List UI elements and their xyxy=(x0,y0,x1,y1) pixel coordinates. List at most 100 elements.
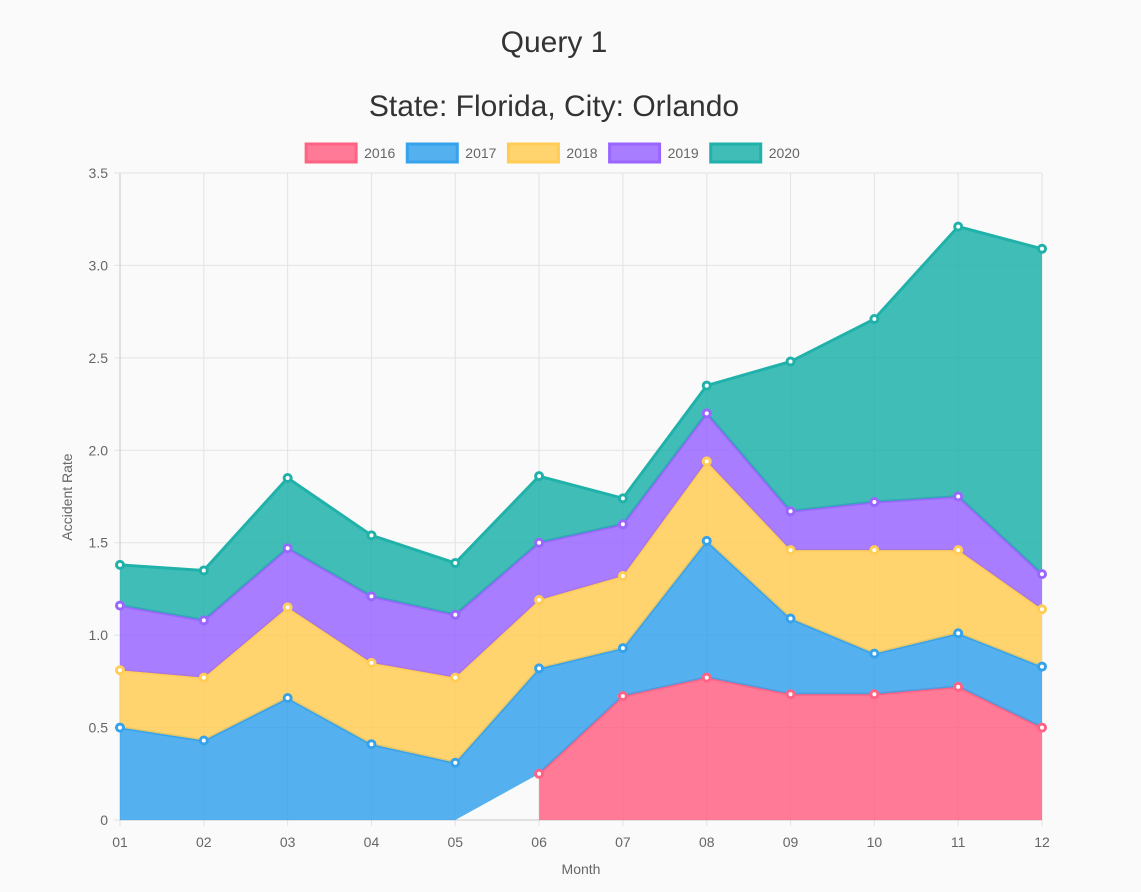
y-axis-title: Accident Rate xyxy=(59,453,75,540)
point-2019-10[interactable] xyxy=(869,497,880,508)
point-2017-02[interactable] xyxy=(198,735,209,746)
x-tick-label: 12 xyxy=(1034,834,1050,850)
point-2019-08[interactable] xyxy=(701,408,712,419)
point-2020-02[interactable] xyxy=(198,565,209,576)
point-2020-08[interactable] xyxy=(701,380,712,391)
point-2019-11[interactable] xyxy=(953,491,964,502)
x-tick-label: 06 xyxy=(531,834,547,850)
point-2017-03[interactable] xyxy=(282,692,293,703)
point-2018-09[interactable] xyxy=(785,545,796,556)
point-2020-06[interactable] xyxy=(534,471,545,482)
x-tick-label: 11 xyxy=(951,834,966,850)
legend-item-2020[interactable]: 2020 xyxy=(709,142,800,164)
legend-item-2018[interactable]: 2018 xyxy=(506,142,598,164)
point-2018-07[interactable] xyxy=(617,570,628,581)
legend-item-2019[interactable]: 2019 xyxy=(608,142,699,164)
x-tick-label: 10 xyxy=(867,834,883,850)
legend-swatch xyxy=(608,142,662,164)
y-tick-label: 3.5 xyxy=(89,165,109,181)
point-2018-02[interactable] xyxy=(198,672,209,683)
point-2019-01[interactable] xyxy=(115,600,125,611)
point-2016-12[interactable] xyxy=(1037,722,1047,733)
point-2017-12[interactable] xyxy=(1037,661,1047,672)
point-2017-08[interactable] xyxy=(701,535,712,546)
x-tick-label: 05 xyxy=(447,834,463,850)
legend-label: 2020 xyxy=(769,145,800,161)
point-2019-07[interactable] xyxy=(617,519,628,530)
points xyxy=(115,221,1047,779)
point-2020-09[interactable] xyxy=(785,356,796,367)
point-2018-08[interactable] xyxy=(701,456,712,467)
point-2017-05[interactable] xyxy=(450,757,461,768)
point-2018-01[interactable] xyxy=(115,665,125,676)
x-tick-label: 08 xyxy=(699,834,715,850)
x-tick-label: 02 xyxy=(196,834,212,850)
point-2017-01[interactable] xyxy=(115,722,125,733)
y-tick-label: 1.5 xyxy=(89,535,109,551)
y-tick-label: 0 xyxy=(100,812,108,828)
point-2017-06[interactable] xyxy=(534,663,545,674)
chart-title: Query 1 xyxy=(501,26,608,59)
point-2020-05[interactable] xyxy=(450,558,461,569)
point-2017-10[interactable] xyxy=(869,648,880,659)
point-2016-11[interactable] xyxy=(953,681,964,692)
x-axis-title: Month xyxy=(562,861,601,877)
legend-label: 2017 xyxy=(465,145,496,161)
y-tick-label: 3.0 xyxy=(89,257,109,273)
point-2019-03[interactable] xyxy=(282,543,293,554)
point-2019-04[interactable] xyxy=(366,591,377,602)
line-2020 xyxy=(119,225,1043,572)
y-tick-label: 2.5 xyxy=(89,350,109,366)
legend-swatch xyxy=(709,142,763,164)
legend-swatch xyxy=(506,142,560,164)
legend-label: 2018 xyxy=(566,145,597,161)
legend-swatch xyxy=(304,142,358,164)
point-2018-11[interactable] xyxy=(953,545,964,556)
point-2019-06[interactable] xyxy=(534,537,545,548)
x-tick-label: 07 xyxy=(615,834,631,850)
legend-item-2016[interactable]: 2016 xyxy=(304,142,395,164)
point-2019-05[interactable] xyxy=(450,609,461,620)
area-2016 xyxy=(539,677,1042,820)
area-2019 xyxy=(120,413,1042,678)
area-2018 xyxy=(120,461,1042,763)
y-tick-label: 2.0 xyxy=(89,442,109,458)
y-axis-ticks: 0 0.5 1.0 1.5 2.0 2.5 3.0 3.5 xyxy=(89,165,109,828)
point-2019-02[interactable] xyxy=(198,615,209,626)
point-2016-10[interactable] xyxy=(869,689,880,700)
point-2019-09[interactable] xyxy=(785,506,796,517)
legend-swatch xyxy=(405,142,459,164)
point-2020-10[interactable] xyxy=(869,314,880,325)
point-2018-06[interactable] xyxy=(534,595,545,606)
point-2020-01[interactable] xyxy=(115,559,125,570)
point-2016-06[interactable] xyxy=(534,768,545,779)
point-2017-11[interactable] xyxy=(953,628,964,639)
legend-item-2017[interactable]: 2017 xyxy=(405,142,497,164)
point-2018-12[interactable] xyxy=(1037,604,1047,615)
point-2019-12[interactable] xyxy=(1037,569,1047,580)
point-2020-03[interactable] xyxy=(282,473,293,484)
point-2020-11[interactable] xyxy=(953,221,964,232)
point-2017-07[interactable] xyxy=(617,643,628,654)
y-tick-label: 1.0 xyxy=(89,627,109,643)
legend-label: 2016 xyxy=(364,145,395,161)
x-axis-ticks: 01 02 03 04 05 06 07 08 09 10 11 12 xyxy=(112,834,1050,850)
point-2018-04[interactable] xyxy=(366,657,377,668)
x-tick-label: 04 xyxy=(364,834,380,850)
x-tick-label: 03 xyxy=(280,834,296,850)
point-2018-10[interactable] xyxy=(869,545,880,556)
legend: 2016 2017 2018 2019 2020 xyxy=(304,142,800,164)
point-2016-07[interactable] xyxy=(617,691,628,702)
point-2018-05[interactable] xyxy=(450,672,461,683)
point-2020-12[interactable] xyxy=(1037,243,1047,254)
point-2016-09[interactable] xyxy=(785,689,796,700)
point-2016-08[interactable] xyxy=(701,672,712,683)
point-2020-07[interactable] xyxy=(617,493,628,504)
point-2017-09[interactable] xyxy=(785,613,796,624)
point-2020-04[interactable] xyxy=(366,530,377,541)
point-2018-03[interactable] xyxy=(282,602,293,613)
area-2017 xyxy=(120,540,1042,820)
point-2017-04[interactable] xyxy=(366,739,377,750)
